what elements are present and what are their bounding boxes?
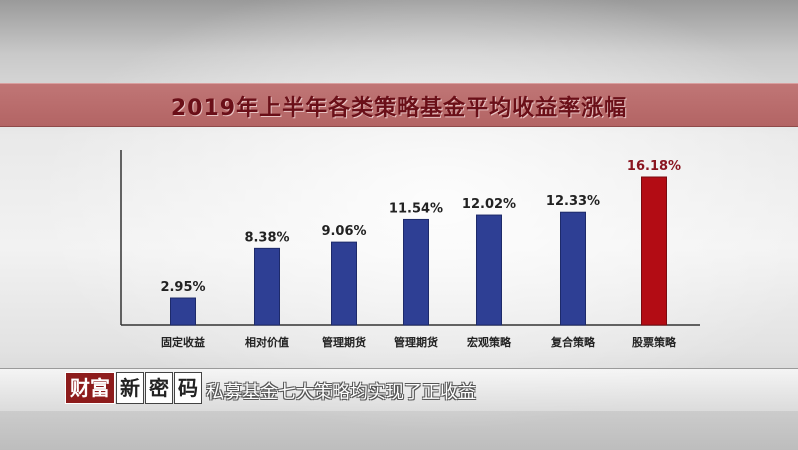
data-label: 16.18%: [627, 159, 681, 174]
category-label: 宏观策略: [467, 335, 512, 349]
data-label: 8.38%: [244, 230, 289, 245]
bar: [641, 176, 667, 326]
bar: [560, 211, 586, 326]
bar: [403, 218, 429, 326]
data-label: 9.06%: [321, 224, 366, 239]
data-label: 2.95%: [160, 280, 205, 295]
bar: [170, 297, 196, 326]
program-logo: 财富 新 密 码: [65, 372, 202, 404]
category-label: 复合策略: [550, 335, 596, 349]
logo-part: 财富: [65, 372, 115, 404]
bar: [331, 241, 357, 326]
bar: [254, 247, 280, 326]
logo-part: 新: [116, 372, 144, 404]
data-label: 11.54%: [389, 201, 443, 216]
category-label: 管理期货: [322, 335, 366, 349]
bar: [476, 214, 502, 326]
ticker-caption: 私募基金七大策略均实现了正收益: [206, 382, 476, 403]
logo-part: 码: [174, 372, 202, 404]
data-label: 12.33%: [546, 194, 600, 209]
category-label: 相对价值: [245, 335, 289, 349]
category-label: 固定收益: [161, 335, 205, 349]
category-label: 股票策略: [632, 335, 677, 349]
logo-part: 密: [145, 372, 173, 404]
chart-title: 2019年上半年各类策略基金平均收益率涨幅: [170, 96, 628, 121]
data-label: 12.02%: [462, 197, 516, 212]
category-label: 管理期货: [394, 335, 438, 349]
title-banner: 2019年上半年各类策略基金平均收益率涨幅: [0, 83, 798, 127]
